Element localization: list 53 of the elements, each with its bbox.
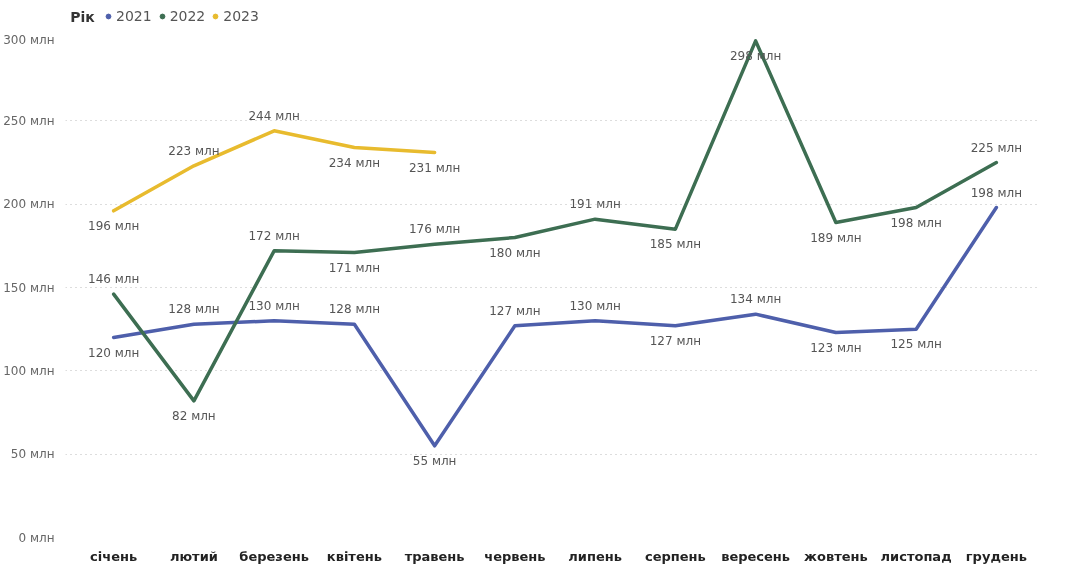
data-label: 185 млн [649, 237, 702, 252]
x-tick-label: грудень [965, 548, 1027, 564]
data-label: 171 млн [328, 260, 381, 275]
data-label: 198 млн [970, 185, 1023, 200]
data-label: 82 млн [172, 408, 216, 423]
legend-label: 2021 [116, 8, 152, 24]
legend-title: Рік [70, 8, 96, 25]
data-label: 196 млн [88, 218, 140, 233]
data-label: 128 млн [328, 302, 381, 317]
data-label: 123 млн [810, 340, 862, 355]
data-label: 127 млн [489, 303, 541, 318]
data-label: 223 млн [168, 143, 220, 158]
data-label: 55 млн [412, 453, 457, 468]
legend-label: 2022 [169, 8, 206, 24]
x-tick-label: жовтень [804, 548, 868, 564]
data-label: 176 млн [408, 222, 461, 237]
data-label: 244 млн [248, 108, 300, 123]
y-tick-label: 100 млн [3, 363, 55, 378]
line-series [111, 39, 999, 403]
data-label: 128 млн [168, 302, 220, 317]
x-tick-label: листопад [880, 548, 952, 564]
x-tick-label: січень [90, 548, 138, 564]
x-tick-label: квітень [326, 548, 382, 564]
data-label: 125 млн [890, 337, 942, 352]
y-tick-label: 300 млн [3, 32, 55, 47]
data-label: 231 млн [408, 160, 461, 175]
data-label: 127 млн [649, 333, 702, 348]
y-tick-label: 0 млн [18, 530, 55, 545]
data-label: 234 млн [328, 155, 381, 170]
data-label: 130 млн [569, 298, 621, 313]
data-label: 130 млн [248, 298, 300, 313]
data-label: 189 млн [810, 230, 862, 245]
x-tick-label: березень [239, 548, 309, 564]
data-label: 198 млн [890, 215, 942, 230]
x-tick-label: червень [484, 548, 546, 564]
y-tick-label: 50 млн [10, 447, 55, 462]
y-tick-label: 200 млн [3, 197, 55, 212]
x-tick-label: вересень [721, 548, 791, 564]
x-tick-label: лютий [169, 548, 218, 564]
data-label: 134 млн [729, 292, 782, 307]
data-label: 191 млн [569, 197, 621, 212]
x-tick-label: серпень [644, 548, 706, 564]
y-tick-label: 150 млн [3, 280, 55, 295]
data-label: 172 млн [248, 228, 300, 243]
x-tick-label: травень [404, 548, 465, 564]
y-tick-label: 250 млн [3, 113, 55, 128]
data-label: 120 млн [88, 345, 140, 360]
legend-label: 2023 [223, 8, 259, 24]
data-label: 225 млн [970, 140, 1023, 155]
data-label: 180 млн [489, 245, 541, 260]
line-series [111, 129, 437, 213]
data-label: 146 млн [88, 272, 140, 287]
x-tick-label: липень [568, 548, 622, 564]
